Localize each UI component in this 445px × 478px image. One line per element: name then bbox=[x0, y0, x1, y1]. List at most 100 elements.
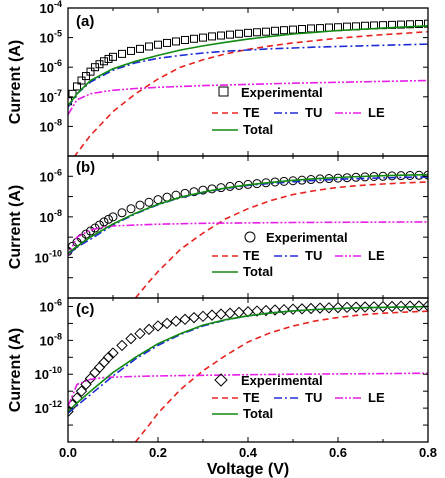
x-axis-label: Voltage (V) bbox=[207, 461, 289, 478]
data-point-experimental bbox=[251, 305, 263, 317]
data-point-experimental bbox=[242, 306, 254, 318]
y-tick-label: 10-10 bbox=[35, 365, 62, 382]
data-point-experimental bbox=[102, 351, 115, 364]
y-tick-label: 10-10 bbox=[35, 248, 62, 265]
plot-area: 10-8 10-7 10-6 10-5 10-4 10-10 10-8 10-6 10-12 10… bbox=[35, 0, 429, 443]
data-point-experimental bbox=[127, 46, 135, 55]
data-point-experimental bbox=[208, 32, 216, 41]
data-point-experimental bbox=[125, 332, 137, 345]
data-point-experimental bbox=[104, 54, 113, 63]
data-point-experimental bbox=[332, 301, 344, 314]
y-tick-label: 10-12 bbox=[35, 399, 62, 416]
data-point-experimental bbox=[287, 303, 299, 315]
data-point-experimental bbox=[107, 347, 119, 359]
data-point-experimental bbox=[298, 25, 306, 34]
data-point-experimental bbox=[415, 19, 423, 28]
legend-label-experimental: Experimental bbox=[241, 85, 323, 100]
data-point-experimental bbox=[207, 184, 217, 194]
data-point-experimental bbox=[90, 223, 100, 233]
data-point-experimental bbox=[350, 301, 362, 313]
y-tick-label: 10-6 bbox=[40, 297, 62, 314]
data-point-experimental bbox=[404, 300, 416, 312]
legend-label-total: Total bbox=[243, 264, 273, 279]
x-tick-label: 0.2 bbox=[149, 445, 167, 460]
data-point-experimental bbox=[314, 302, 326, 314]
data-point-experimental bbox=[77, 76, 86, 85]
y-tick-label: 10-4 bbox=[40, 0, 62, 16]
legend-label-tu: TU bbox=[305, 390, 322, 405]
data-point-experimental bbox=[161, 317, 173, 330]
data-point-experimental bbox=[109, 52, 117, 61]
data-point-experimental bbox=[143, 323, 155, 336]
legend-label-experimental: Experimental bbox=[241, 373, 323, 388]
data-point-experimental bbox=[215, 308, 227, 320]
legend-label-tu: TU bbox=[305, 105, 322, 120]
series-line-te bbox=[134, 310, 428, 442]
data-point-experimental bbox=[135, 200, 145, 210]
data-point-experimental bbox=[98, 356, 110, 369]
y-tick-label: 10-7 bbox=[40, 88, 62, 105]
legend-label-experimental: Experimental bbox=[266, 230, 348, 245]
data-point-experimental bbox=[424, 19, 428, 28]
data-point-experimental bbox=[86, 226, 95, 236]
y-axis-label-c: Current (A) bbox=[7, 328, 24, 412]
legend-label-tu: TU bbox=[305, 248, 322, 263]
data-point-experimental bbox=[86, 67, 95, 76]
data-point-experimental bbox=[296, 303, 308, 315]
data-point-experimental bbox=[91, 63, 99, 72]
series-line-te bbox=[134, 181, 428, 298]
data-point-experimental bbox=[368, 301, 380, 313]
data-point-experimental bbox=[260, 304, 272, 317]
x-tick-label: 0.4 bbox=[239, 445, 258, 460]
data-point-experimental bbox=[278, 303, 290, 316]
data-point-experimental bbox=[316, 24, 324, 33]
data-point-experimental bbox=[136, 44, 144, 53]
y-tick-label: 10-8 bbox=[40, 208, 62, 225]
legend-b: Experimental TE TU LE Total bbox=[212, 230, 385, 279]
data-point-experimental bbox=[197, 310, 209, 323]
data-point-experimental bbox=[154, 40, 162, 49]
series-line-total bbox=[68, 25, 428, 107]
series-line-le bbox=[68, 79, 428, 116]
data-point-experimental bbox=[118, 49, 126, 58]
data-point-experimental bbox=[406, 20, 414, 29]
data-point-experimental bbox=[104, 214, 113, 224]
data-point-experimental bbox=[163, 38, 171, 47]
data-point-experimental bbox=[395, 300, 407, 313]
data-point-experimental bbox=[224, 307, 236, 319]
data-point-experimental bbox=[95, 60, 104, 69]
data-point-experimental bbox=[71, 392, 83, 404]
series-line-total bbox=[68, 173, 428, 255]
data-point-experimental bbox=[307, 24, 315, 33]
panel-b-series bbox=[68, 170, 428, 298]
data-point-experimental bbox=[99, 217, 109, 227]
data-point-experimental bbox=[233, 306, 245, 319]
data-point-experimental bbox=[325, 23, 333, 32]
y-tick-label: 10-5 bbox=[40, 29, 62, 46]
legend-label-te: TE bbox=[243, 248, 260, 263]
data-point-experimental bbox=[262, 27, 270, 36]
data-point-experimental bbox=[289, 25, 297, 34]
data-point-experimental bbox=[271, 26, 279, 35]
legend-marker-circle bbox=[244, 231, 256, 243]
data-point-experimental bbox=[100, 57, 108, 66]
y-tick-label: 10-8 bbox=[40, 117, 62, 134]
data-point-experimental bbox=[152, 320, 164, 332]
data-point-experimental bbox=[93, 361, 106, 374]
legend-label-le: LE bbox=[368, 105, 385, 120]
x-tick-label: 0.8 bbox=[419, 445, 437, 460]
data-point-experimental bbox=[181, 35, 189, 44]
panel-c-series bbox=[68, 300, 428, 442]
data-point-experimental bbox=[116, 339, 128, 352]
panel-label-c: (c) bbox=[76, 301, 94, 318]
data-point-experimental bbox=[244, 28, 252, 37]
legend-a: Experimental TE TU LE Total bbox=[212, 85, 385, 137]
y-axis-label-a: Current (A) bbox=[7, 40, 24, 124]
data-point-experimental bbox=[413, 300, 425, 312]
series-line-le bbox=[68, 372, 428, 407]
data-point-experimental bbox=[253, 28, 261, 37]
data-point-experimental bbox=[144, 197, 154, 207]
legend-label-total: Total bbox=[243, 406, 273, 421]
panel-label-a: (a) bbox=[76, 13, 94, 30]
